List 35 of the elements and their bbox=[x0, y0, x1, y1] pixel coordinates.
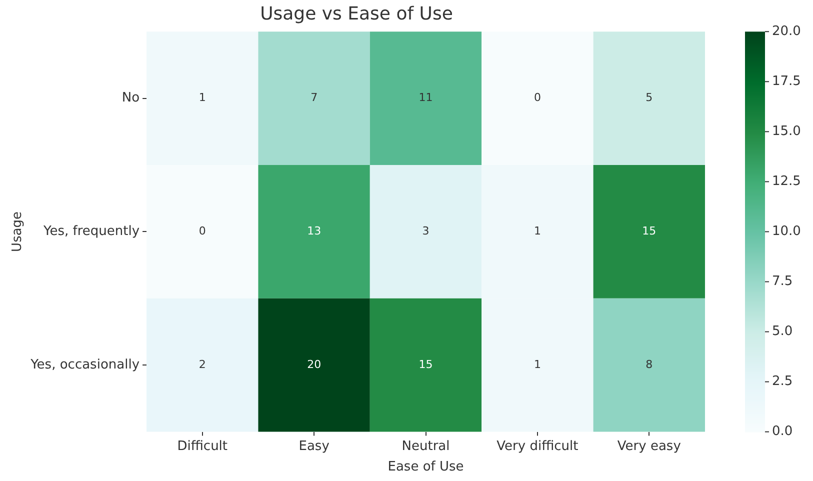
data-label: 1 bbox=[198, 91, 206, 104]
y-tick-label: No bbox=[122, 90, 140, 106]
data-label: 0 bbox=[534, 91, 541, 104]
y-tick-label: Yes, frequently bbox=[42, 224, 140, 240]
x-tick-label: Neutral bbox=[402, 438, 450, 454]
color-bar-label: 7.5 bbox=[772, 274, 793, 290]
color-bar-label: 10.0 bbox=[772, 224, 801, 240]
data-label: 1 bbox=[534, 224, 541, 238]
y-axis-title: Usage bbox=[10, 211, 26, 252]
data-label: 3 bbox=[422, 224, 430, 238]
color-bar-label: 17.5 bbox=[772, 74, 801, 89]
x-tick-label: Easy bbox=[298, 438, 330, 454]
data-label: 15 bbox=[642, 224, 656, 238]
data-label: 13 bbox=[307, 224, 322, 238]
y-tick-label: Yes, occasionally bbox=[30, 357, 140, 372]
data-label: 11 bbox=[418, 91, 433, 104]
chart-title: Usage vs Ease of Use bbox=[260, 3, 453, 24]
x-tick-label: Difficult bbox=[177, 438, 228, 454]
color-bar-label: 2.5 bbox=[772, 374, 793, 390]
x-tick-label: Very difficult bbox=[496, 438, 578, 454]
data-label: 7 bbox=[310, 91, 318, 104]
data-label: 5 bbox=[646, 91, 653, 104]
x-tick-label: Very easy bbox=[617, 438, 682, 454]
color-bar-label: 12.5 bbox=[772, 174, 801, 190]
data-label: 1 bbox=[534, 358, 541, 371]
data-label: 0 bbox=[198, 224, 206, 238]
data-label: 8 bbox=[646, 358, 653, 371]
color-bar-label: 5.0 bbox=[772, 324, 793, 340]
color-bar-label: 20.0 bbox=[772, 24, 801, 39]
data-label: 2 bbox=[198, 358, 206, 371]
data-label: 20 bbox=[307, 358, 322, 371]
color-bar-label: 0.0 bbox=[772, 424, 793, 440]
color-bar-label: 15.0 bbox=[772, 124, 801, 140]
data-label: 15 bbox=[418, 358, 433, 371]
x-axis-title: Ease of Use bbox=[388, 460, 464, 475]
